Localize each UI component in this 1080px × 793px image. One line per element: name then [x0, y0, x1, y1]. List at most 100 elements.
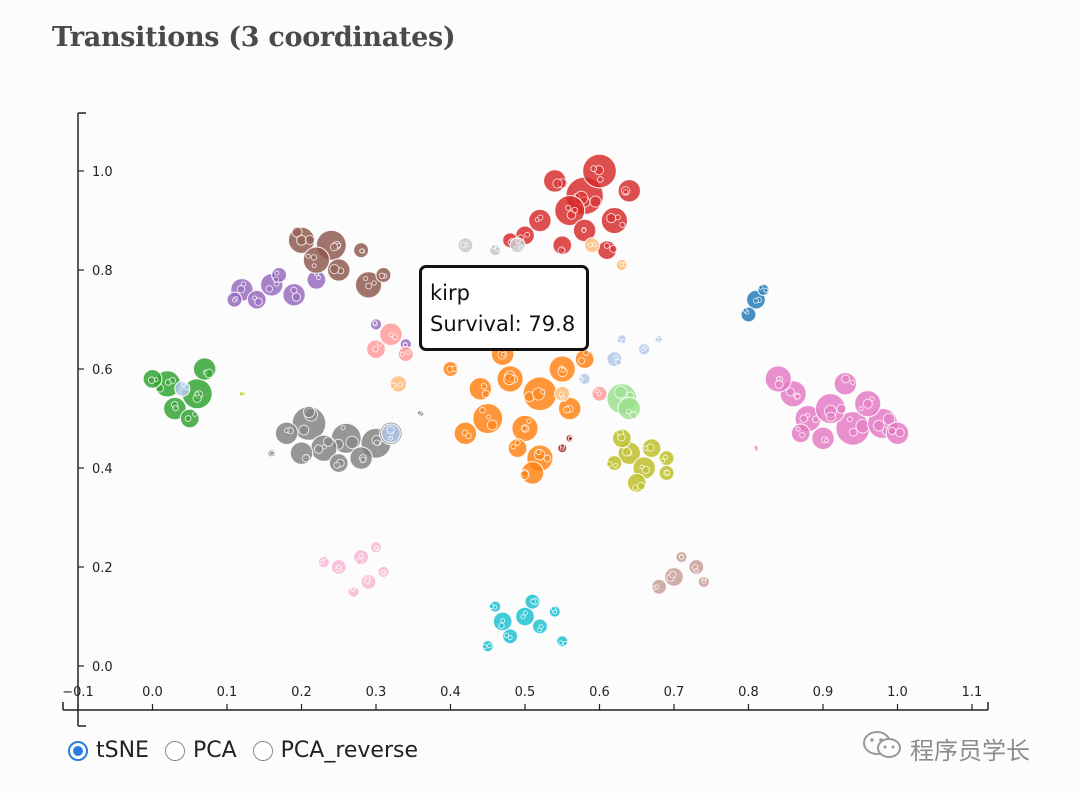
x-tick-label: 1.1 — [962, 685, 983, 700]
data-point-detail — [617, 433, 626, 442]
data-point-detail — [405, 350, 411, 356]
data-point-detail — [386, 425, 395, 435]
data-point-detail — [613, 462, 619, 468]
chart-axes: 0.0 0.2 0.4 0.6 0.8 1.0 −0.1 0.0 0.1 0.2 0.3 0.4 0.5… — [62, 112, 989, 727]
data-point-detail — [322, 555, 328, 561]
data-point-detail — [231, 297, 237, 303]
data-point-detail — [799, 431, 806, 439]
data-point-detail — [164, 378, 172, 386]
data-point-detail — [380, 569, 386, 575]
data-point-detail — [895, 427, 905, 438]
data-point-detail — [693, 567, 699, 573]
y-tick-label: 0.2 — [92, 561, 113, 576]
x-tick-label: 0.1 — [217, 685, 238, 700]
series-cluster-brown — [287, 226, 392, 299]
data-point-detail — [291, 226, 303, 238]
data-point-detail — [663, 454, 669, 460]
data-point-detail — [520, 614, 526, 620]
series-cluster-olive — [238, 390, 675, 493]
data-point-detail — [882, 412, 896, 426]
data-point-detail — [622, 447, 632, 457]
radio-option-tsne[interactable]: tSNE — [68, 738, 149, 763]
data-point-detail — [481, 389, 490, 399]
data-point-detail — [795, 426, 801, 432]
data-point-detail — [887, 426, 897, 436]
data-point-detail — [510, 443, 516, 450]
radio-option-pca-reverse[interactable]: PCA_reverse — [252, 738, 418, 763]
data-point-detail — [359, 248, 365, 254]
data-point-detail — [494, 246, 501, 252]
series-cluster-lightorange — [389, 237, 629, 402]
data-point-detail — [480, 383, 488, 390]
data-point-detail — [774, 379, 784, 389]
data-point-detail — [290, 286, 298, 294]
data-point-detail — [660, 458, 666, 464]
data-point-detail — [594, 388, 600, 394]
data-point-detail — [488, 603, 495, 610]
data-point-detail — [848, 427, 858, 437]
data-point-detail — [311, 263, 317, 269]
data-point-detail — [372, 320, 378, 326]
data-point-detail — [340, 425, 346, 431]
data-point-detail — [254, 297, 263, 306]
y-tick-label: 0.8 — [92, 264, 113, 279]
data-point-detail — [799, 414, 808, 423]
data-point[interactable] — [289, 441, 314, 466]
y-tick-label: 0.6 — [92, 363, 113, 378]
data-point-detail — [397, 381, 404, 388]
data-point-detail — [646, 443, 655, 452]
data-point-detail — [623, 189, 629, 195]
data-point-detail — [498, 622, 505, 629]
radio-pca-reverse[interactable] — [252, 740, 273, 761]
radio-tsne[interactable] — [68, 740, 88, 761]
data-point-detail — [503, 632, 510, 638]
data-point-detail — [678, 554, 684, 560]
data-point-detail — [836, 403, 847, 414]
data-point-detail — [446, 365, 454, 373]
data-point[interactable] — [302, 246, 331, 274]
tooltip-name: kirp — [430, 281, 470, 305]
data-point-detail — [274, 270, 280, 276]
data-point-detail — [560, 395, 566, 401]
data-point[interactable] — [552, 235, 573, 256]
data-point-detail — [582, 349, 590, 356]
x-tick-label: 0.2 — [291, 685, 312, 700]
data-point-detail — [479, 406, 486, 414]
series-cluster-tan — [650, 550, 711, 595]
data-point-detail — [363, 276, 369, 282]
data-point-detail — [522, 610, 528, 616]
data-point-detail — [858, 406, 864, 412]
data-point-detail — [359, 456, 367, 464]
x-tick-label: 0.4 — [440, 685, 461, 700]
data-point[interactable] — [192, 357, 217, 381]
data-point[interactable] — [274, 421, 299, 446]
data-point-detail — [518, 245, 524, 251]
data-point-detail — [376, 340, 383, 347]
data-point-detail — [752, 297, 759, 304]
data-point[interactable] — [833, 371, 858, 396]
data-point-detail — [785, 387, 795, 397]
data-point-detail — [753, 445, 759, 451]
data-point[interactable] — [507, 438, 528, 459]
y-tick-label: 0.4 — [92, 462, 113, 477]
data-point-detail — [373, 439, 381, 446]
data-point-detail — [329, 264, 340, 275]
x-tick-label: 0.0 — [142, 685, 163, 700]
data-point-detail — [565, 204, 572, 211]
radio-option-pca[interactable]: PCA — [164, 738, 237, 763]
wechat-icon — [862, 730, 902, 766]
data-point-detail — [629, 411, 638, 420]
tooltip-survival: Survival: 79.8 — [430, 312, 576, 336]
data-point-detail — [465, 432, 472, 440]
data-point-detail — [416, 410, 422, 416]
data-point-detail — [665, 470, 671, 476]
data-point-detail — [305, 253, 311, 259]
radio-pca[interactable] — [164, 740, 185, 761]
series-cluster-blue — [740, 283, 770, 323]
data-point-detail — [609, 244, 618, 253]
data-point-detail — [530, 598, 537, 605]
data-point-detail — [578, 377, 584, 383]
data-point-detail — [503, 373, 516, 386]
x-tick-label: 0.5 — [515, 685, 536, 700]
data-point-detail — [392, 334, 398, 341]
